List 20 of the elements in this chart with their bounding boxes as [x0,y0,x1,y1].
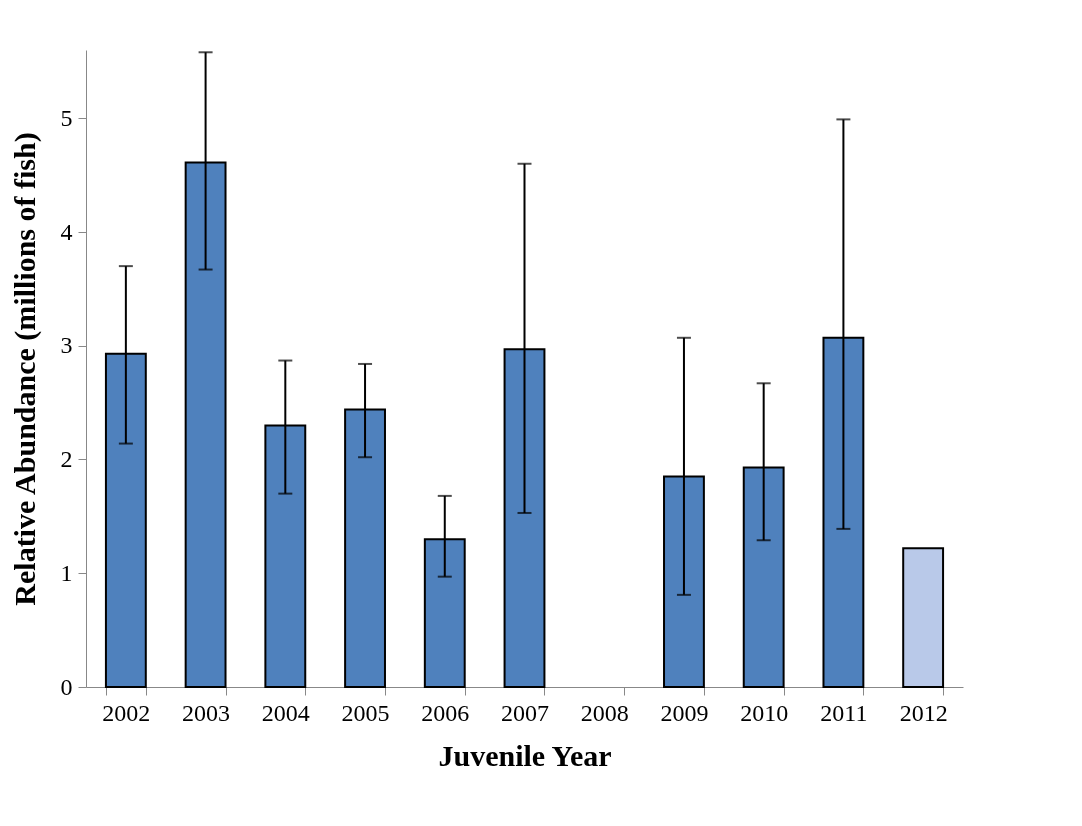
x-tick-label: 2007 [501,699,549,726]
x-tick-label: 2011 [820,699,868,726]
x-tick-label: 2009 [660,699,709,726]
x-tick-label: 2012 [899,699,948,726]
x-tick-label: 2004 [261,699,310,726]
x-tick-label: 2002 [102,699,151,726]
y-tick-label: 4 [60,218,73,245]
y-axis-title: Relative Abundance (millions of fish) [7,132,42,606]
x-tick-label: 2006 [421,699,470,726]
x-tick-label: 2010 [740,699,789,726]
x-axis-title: Juvenile Year [438,738,612,772]
x-tick-label: 2003 [182,699,231,726]
x-tick-label: 2005 [341,699,390,726]
y-tick-label: 3 [60,332,73,359]
x-tick-label: 2008 [580,699,629,726]
y-tick-label: 5 [60,104,73,131]
bar [902,547,945,688]
y-tick-label: 1 [60,559,73,586]
y-tick-label: 0 [60,673,73,700]
y-tick-label: 2 [60,446,73,472]
